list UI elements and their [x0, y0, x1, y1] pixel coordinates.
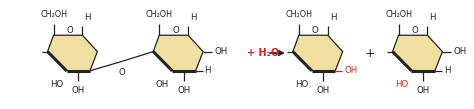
Text: CH₂OH: CH₂OH	[385, 10, 412, 19]
Text: CH₂OH: CH₂OH	[146, 10, 173, 19]
Text: H: H	[330, 13, 336, 22]
Polygon shape	[153, 35, 203, 71]
Text: CH₂OH: CH₂OH	[285, 10, 312, 19]
Text: HO: HO	[296, 80, 309, 89]
Polygon shape	[293, 35, 343, 71]
Text: +: +	[365, 47, 375, 60]
Text: CH₂OH: CH₂OH	[40, 10, 67, 19]
Polygon shape	[47, 35, 98, 71]
Text: OH: OH	[177, 86, 191, 95]
Text: OH: OH	[453, 47, 466, 56]
Text: OH: OH	[344, 66, 357, 75]
Text: H: H	[190, 13, 197, 22]
Text: H: H	[205, 66, 211, 75]
Text: OH: OH	[417, 86, 430, 95]
Text: O: O	[312, 26, 319, 35]
Text: H: H	[444, 66, 450, 75]
Text: OH: OH	[72, 86, 85, 95]
Text: O: O	[173, 26, 179, 35]
Text: HO: HO	[50, 80, 64, 89]
Text: O: O	[67, 26, 73, 35]
Text: + H₂O: + H₂O	[247, 48, 279, 58]
Text: OH: OH	[317, 86, 330, 95]
Text: OH: OH	[156, 80, 169, 89]
Text: O: O	[411, 26, 419, 35]
Text: H: H	[84, 13, 91, 22]
Text: HO: HO	[395, 80, 409, 89]
Text: H: H	[429, 13, 436, 22]
Text: OH: OH	[214, 47, 228, 56]
Polygon shape	[392, 35, 442, 71]
Text: O: O	[118, 68, 125, 77]
